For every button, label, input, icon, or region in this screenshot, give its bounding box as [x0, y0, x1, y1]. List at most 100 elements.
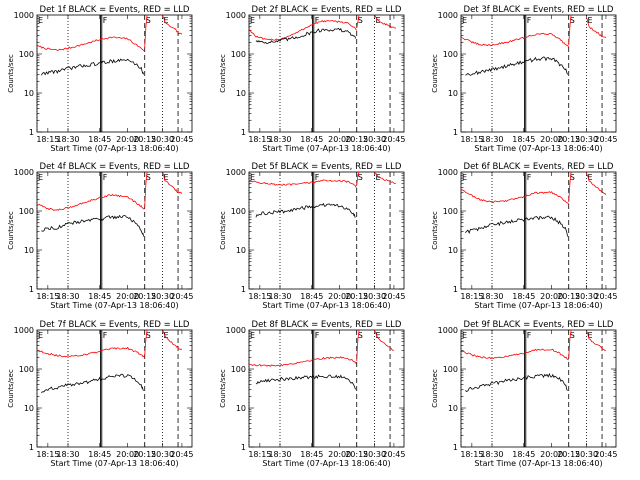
x-tick-label: 20:15	[345, 450, 368, 459]
x-tick-label: 20:45	[170, 450, 193, 459]
lld-series-line-seg2	[162, 329, 182, 350]
panel-det-2f: Det 2f BLACK = Events, RED = LLD 1 10 100 10…	[219, 5, 405, 153]
marker-label: S	[146, 16, 151, 25]
x-axis-label: Start Time (07-Apr-13 18:06:40)	[50, 301, 178, 310]
y-axis-label: Counts/sec	[7, 211, 15, 250]
x-tick-label: 18:15	[248, 135, 271, 144]
y-tick-label: 10	[24, 404, 34, 413]
x-tick-label: 20:00	[540, 450, 563, 459]
lld-series-line-seg2	[586, 330, 606, 352]
lld-series-line-seg2	[374, 14, 396, 29]
panel-title: Det 8f BLACK = Events, RED = LLD	[252, 320, 402, 330]
marker-label: F	[315, 331, 320, 340]
y-axis-label: Counts/sec	[431, 211, 439, 250]
marker-label: E	[38, 173, 43, 182]
lld-series-line-seg2	[374, 329, 394, 351]
panel-det-5f: Det 5f BLACK = Events, RED = LLD 1 10 100 10…	[219, 162, 405, 310]
y-tick-label: 100	[231, 207, 246, 216]
plot-frame	[36, 329, 193, 448]
x-tick-label: 20:30	[363, 135, 386, 144]
panel-title: Det 5f BLACK = Events, RED = LLD	[252, 162, 402, 172]
marker-label: E	[588, 331, 593, 340]
x-tick-label: 20:45	[170, 292, 193, 301]
marker-label: E	[164, 16, 169, 25]
lld-series-line-seg1	[568, 14, 572, 46]
x-tick-label: 18:30	[268, 450, 291, 459]
y-tick-label: 100	[19, 50, 34, 59]
y-axis-label: Counts/sec	[219, 211, 227, 250]
marker-label: E	[588, 16, 593, 25]
events-series-line-seg0	[255, 27, 356, 45]
marker-label: F	[315, 16, 320, 25]
y-tick-label: 1000	[14, 11, 34, 20]
marker-label: E	[250, 173, 255, 182]
x-tick-label: 18:45	[512, 450, 535, 459]
y-tick-label: 100	[443, 365, 458, 374]
x-tick-label: 18:30	[56, 135, 79, 144]
events-series-line-seg0	[465, 372, 568, 392]
panel-det-9f: Det 9f BLACK = Events, RED = LLD 1 10 100 10…	[431, 320, 617, 468]
x-tick-label: 18:45	[300, 450, 323, 459]
x-tick-label: 20:45	[170, 135, 193, 144]
x-tick-label: 20:15	[557, 292, 580, 301]
marker-label: E	[250, 16, 255, 25]
lld-series-line-seg1	[356, 14, 360, 28]
x-tick-label: 20:45	[382, 135, 405, 144]
marker-label: F	[103, 331, 108, 340]
y-axis-label: Counts/sec	[219, 54, 227, 93]
marker-label: S	[570, 16, 575, 25]
marker-label: E	[588, 173, 593, 182]
x-tick-label: 20:30	[151, 135, 174, 144]
x-tick-label: 18:15	[36, 135, 59, 144]
lld-series-line-seg0	[36, 193, 145, 211]
y-tick-label: 100	[443, 207, 458, 216]
x-tick-label: 20:15	[345, 135, 368, 144]
y-axis-label: Counts/sec	[431, 54, 439, 93]
y-tick-label: 1000	[438, 168, 458, 177]
x-tick-label: 20:00	[540, 135, 563, 144]
x-tick-label: 18:45	[88, 292, 111, 301]
marker-label: S	[570, 173, 575, 182]
y-tick-label: 10	[448, 246, 458, 255]
y-tick-label: 1000	[226, 326, 246, 335]
x-tick-label: 20:45	[594, 450, 617, 459]
x-tick-label: 20:15	[557, 450, 580, 459]
panel-title: Det 4f BLACK = Events, RED = LLD	[40, 162, 190, 172]
x-tick-label: 20:30	[363, 450, 386, 459]
y-tick-label: 100	[231, 365, 246, 374]
panel-title: Det 1f BLACK = Events, RED = LLD	[40, 5, 190, 15]
x-tick-label: 18:45	[88, 450, 111, 459]
y-tick-label: 1	[29, 285, 34, 294]
marker-label: F	[527, 173, 532, 182]
lld-series-line-seg0	[249, 356, 357, 367]
x-axis-label: Start Time (07-Apr-13 18:06:40)	[50, 144, 178, 153]
marker-label: E	[376, 331, 381, 340]
marker-label: E	[38, 331, 43, 340]
marker-label: F	[527, 331, 532, 340]
events-series-line-seg0	[255, 374, 356, 390]
y-tick-label: 1	[29, 443, 34, 452]
x-tick-label: 20:15	[133, 292, 156, 301]
x-tick-label: 18:15	[460, 135, 483, 144]
x-tick-label: 20:45	[594, 292, 617, 301]
marker-label: S	[358, 331, 363, 340]
marker-label: E	[250, 331, 255, 340]
x-tick-label: 18:45	[300, 135, 323, 144]
lld-series-line-seg1	[144, 329, 148, 356]
lld-series-line-seg0	[460, 32, 570, 48]
marker-label: F	[103, 173, 108, 182]
marker-label: E	[462, 331, 467, 340]
panel-title: Det 9f BLACK = Events, RED = LLD	[464, 320, 614, 330]
x-tick-label: 20:30	[151, 450, 174, 459]
x-tick-label: 18:30	[56, 450, 79, 459]
events-series-line-seg0	[465, 56, 568, 76]
x-axis-label: Start Time (07-Apr-13 18:06:40)	[262, 144, 390, 153]
x-tick-label: 20:15	[557, 135, 580, 144]
lld-series-line-seg1	[568, 329, 572, 359]
y-axis-label: Counts/sec	[431, 369, 439, 408]
marker-label: S	[358, 173, 363, 182]
y-tick-label: 10	[236, 246, 246, 255]
marker-label: E	[164, 331, 169, 340]
y-tick-label: 1	[241, 285, 246, 294]
y-tick-label: 1	[453, 443, 458, 452]
